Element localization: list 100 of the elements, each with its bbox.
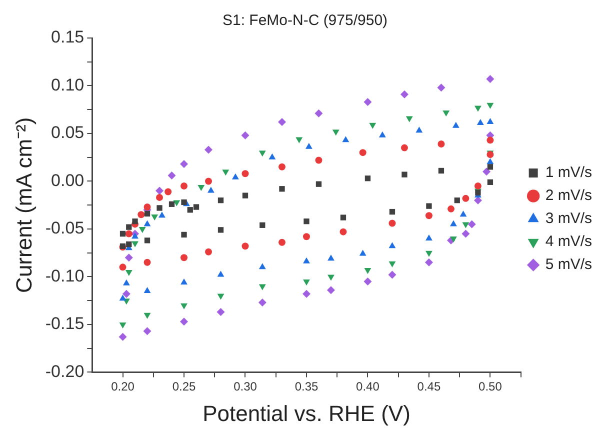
- point: [144, 258, 151, 266]
- point: [486, 136, 494, 144]
- point: [437, 84, 446, 92]
- point: [173, 200, 180, 206]
- point: [217, 270, 224, 277]
- point: [482, 168, 491, 176]
- point: [151, 214, 158, 221]
- point: [132, 232, 138, 239]
- point: [126, 224, 132, 230]
- point: [242, 242, 249, 250]
- point: [205, 248, 212, 256]
- y-tick-label: 0.00: [51, 170, 84, 190]
- point: [132, 218, 138, 224]
- point: [378, 131, 386, 138]
- legend-label: 1 mV/s: [545, 164, 592, 182]
- point: [278, 118, 286, 126]
- x-tick-label: 0.35: [294, 380, 318, 394]
- legend-label: 3 mV/s: [545, 210, 592, 228]
- point: [180, 182, 188, 190]
- point: [158, 212, 166, 218]
- point: [156, 205, 162, 211]
- point: [402, 172, 408, 178]
- point: [126, 241, 132, 248]
- point: [144, 238, 150, 244]
- point: [205, 178, 212, 185]
- point: [258, 284, 266, 290]
- point: [486, 118, 494, 124]
- point: [118, 332, 127, 341]
- point: [474, 182, 482, 190]
- point: [119, 322, 126, 328]
- y-tick-label: -0.05: [45, 218, 84, 238]
- point: [426, 250, 432, 257]
- point: [180, 303, 188, 310]
- point: [168, 201, 175, 207]
- legend-label: 2 mV/s: [545, 187, 592, 204]
- point: [260, 222, 266, 228]
- point: [242, 192, 248, 198]
- point: [181, 232, 187, 238]
- point: [406, 116, 413, 122]
- point: [122, 290, 130, 298]
- point: [388, 261, 396, 268]
- point: [144, 210, 150, 217]
- y-tick-label: -0.10: [45, 266, 84, 286]
- point: [342, 136, 350, 142]
- point: [198, 184, 205, 191]
- x-tick-label: 0.25: [172, 380, 196, 394]
- point: [487, 179, 494, 186]
- point: [278, 163, 286, 170]
- point: [222, 170, 230, 176]
- point: [125, 270, 132, 276]
- point: [486, 158, 494, 164]
- point: [218, 227, 224, 233]
- point: [314, 109, 323, 118]
- point: [168, 172, 176, 180]
- point: [454, 198, 460, 204]
- point: [438, 168, 444, 174]
- point: [448, 205, 455, 212]
- point: [316, 181, 322, 187]
- point: [181, 199, 187, 206]
- point: [462, 222, 470, 228]
- x-tick-label: 0.20: [111, 380, 135, 394]
- point: [364, 268, 372, 274]
- point: [486, 75, 494, 84]
- chart-title: S1: FeMo-N-C (975/950): [222, 12, 388, 30]
- point: [388, 242, 396, 248]
- x-tick-label: 0.50: [478, 380, 502, 394]
- point: [426, 203, 432, 209]
- point: [450, 236, 457, 243]
- point: [303, 279, 310, 286]
- point: [119, 264, 126, 271]
- x-axis-title: Potential vs. RHE (V): [202, 400, 410, 426]
- point: [474, 106, 482, 112]
- legend-label: 4 mV/s: [545, 233, 592, 250]
- point: [486, 102, 494, 109]
- y-tick-label: 0.10: [51, 75, 84, 94]
- point: [180, 254, 188, 262]
- point: [144, 312, 151, 319]
- point: [180, 318, 188, 326]
- point: [438, 140, 445, 148]
- point: [476, 118, 484, 125]
- point: [369, 122, 376, 129]
- point: [487, 164, 494, 170]
- point: [450, 220, 457, 226]
- point: [242, 170, 249, 178]
- point: [462, 194, 470, 202]
- y-tick-label: -0.20: [45, 362, 84, 381]
- point: [144, 204, 151, 211]
- point: [328, 254, 334, 261]
- point: [122, 279, 130, 286]
- point: [138, 211, 145, 218]
- point: [268, 153, 276, 160]
- x-tick-label: 0.40: [356, 380, 380, 394]
- point: [193, 204, 200, 210]
- point: [452, 122, 460, 128]
- point: [143, 327, 152, 336]
- point: [460, 210, 467, 217]
- y-tick-label: 0.15: [51, 28, 84, 47]
- point: [232, 173, 239, 180]
- point: [258, 298, 266, 306]
- point: [388, 270, 396, 279]
